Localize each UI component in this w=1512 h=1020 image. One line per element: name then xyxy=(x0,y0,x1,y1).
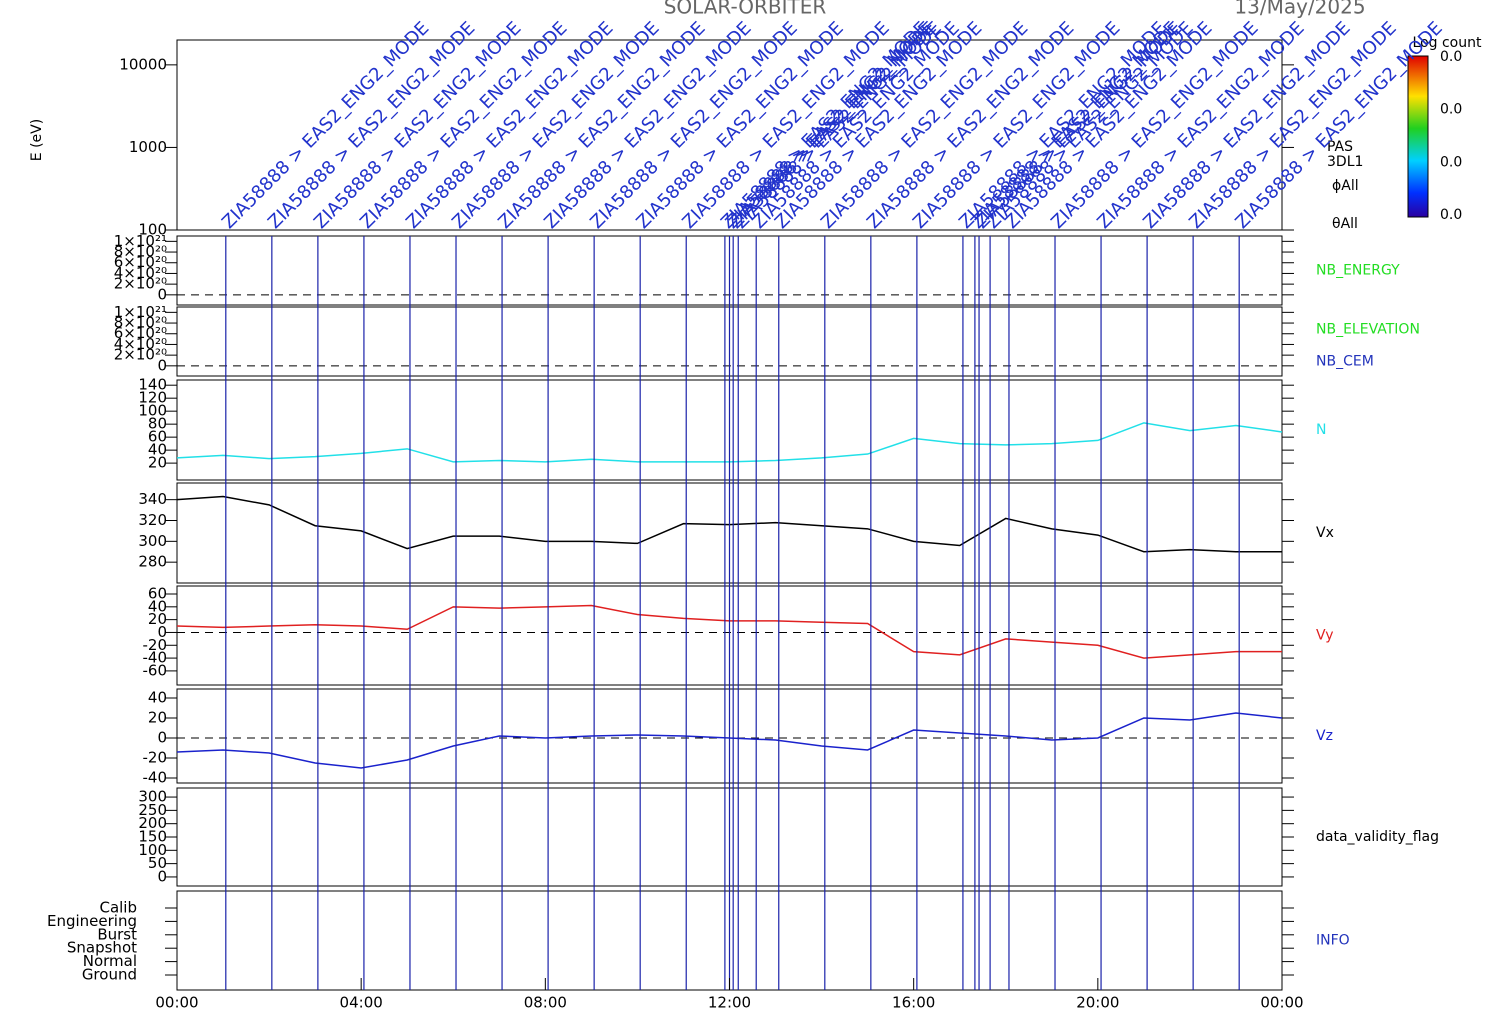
y-tick-label: 20 xyxy=(148,709,167,727)
x-tick-label: 00:00 xyxy=(155,994,198,1012)
y-tick-label: 320 xyxy=(138,511,167,529)
panel-frame xyxy=(176,39,1283,231)
y-tick-label: 20 xyxy=(148,610,167,628)
y-tick-label: 0 xyxy=(157,729,167,747)
y-tick-label: 340 xyxy=(138,490,167,508)
category-label: Normal xyxy=(83,952,137,970)
category-label: Calib xyxy=(99,899,137,917)
colorbar xyxy=(1407,55,1429,218)
series-label: data_validity_flag xyxy=(1316,829,1439,845)
category-label: Ground xyxy=(82,966,137,984)
colorbar-label: 0.0 xyxy=(1440,49,1462,65)
x-tick-label: 16:00 xyxy=(892,994,935,1012)
y-tick-label: 250 xyxy=(138,801,167,819)
y-tick-label: 10000 xyxy=(119,55,167,73)
series-label: INFO xyxy=(1316,933,1350,949)
y-tick-label: 0 xyxy=(157,867,167,885)
colorbar-label: 0.0 xyxy=(1440,102,1462,118)
y-tick-label: 100 xyxy=(138,402,167,420)
series-label: Vy xyxy=(1316,628,1334,644)
annotation: 3DL1 xyxy=(1327,154,1363,170)
y-tick-label: 6×10²⁰ xyxy=(114,324,167,342)
y-tick-label: 80 xyxy=(148,415,167,433)
y-tick-label: 60 xyxy=(148,585,167,603)
y-tick-label: 300 xyxy=(138,532,167,550)
y-tick-label: 280 xyxy=(138,553,167,571)
y-tick-label: 1×10²¹ xyxy=(114,232,167,250)
colorbar-label: 0.0 xyxy=(1440,207,1462,223)
colorbar-label: 0.0 xyxy=(1440,154,1462,170)
y-tick-label: 1×10²¹ xyxy=(114,303,167,321)
y-tick-label: 150 xyxy=(138,828,167,846)
y-tick-label: 60 xyxy=(148,428,167,446)
y-tick-label: 0 xyxy=(157,356,167,374)
x-tick-label: 08:00 xyxy=(524,994,567,1012)
x-tick-label: 00:00 xyxy=(1260,994,1303,1012)
y-tick-label: -20 xyxy=(143,636,168,654)
title: SOLAR-ORBITER xyxy=(664,0,827,19)
series-label: NB_ELEVATION xyxy=(1316,322,1420,338)
y-tick-label: 8×10²⁰ xyxy=(114,243,167,261)
series-label: Vx xyxy=(1316,525,1334,541)
y-tick-label: 40 xyxy=(148,441,167,459)
y-tick-label: 6×10²⁰ xyxy=(114,253,167,271)
annotation: θAll xyxy=(1332,216,1358,232)
y-tick-label: 100 xyxy=(138,221,167,239)
y-tick-label: 0 xyxy=(157,285,167,303)
category-label: Snapshot xyxy=(67,939,137,957)
series-label: Vz xyxy=(1316,728,1333,744)
y-tick-label: 300 xyxy=(138,788,167,806)
y-tick-label: 8×10²⁰ xyxy=(114,314,167,332)
series-label: N xyxy=(1316,422,1326,438)
x-tick-label: 20:00 xyxy=(1076,994,1119,1012)
y-tick-label: 1000 xyxy=(129,138,167,156)
y-tick-label: -40 xyxy=(143,649,168,667)
y-tick-label: 120 xyxy=(138,389,167,407)
y-tick-label: 20 xyxy=(148,454,167,472)
x-tick-label: 04:00 xyxy=(340,994,383,1012)
annotation: PAS xyxy=(1327,139,1353,155)
y-tick-label: 140 xyxy=(138,376,167,394)
y-tick-label: 100 xyxy=(138,841,167,859)
colorbar-title: Log count xyxy=(1413,35,1482,51)
x-tick-label: 12:00 xyxy=(708,994,751,1012)
y-tick-label: 4×10²⁰ xyxy=(114,335,167,353)
y-tick-label: 200 xyxy=(138,814,167,832)
annotation: ϕAll xyxy=(1332,178,1359,194)
y-tick-label: 40 xyxy=(148,689,167,707)
y-tick-label: 0 xyxy=(157,623,167,641)
y-tick-label: -20 xyxy=(143,749,168,767)
series-label: NB_CEM xyxy=(1316,354,1374,370)
category-label: Engineering xyxy=(47,912,137,930)
y-tick-label: 2×10²⁰ xyxy=(114,346,167,364)
y-tick-label: 40 xyxy=(148,597,167,615)
y-axis-label: E (eV) xyxy=(29,119,45,161)
y-tick-label: 2×10²⁰ xyxy=(114,275,167,293)
category-label: Burst xyxy=(97,925,137,943)
y-tick-label: 4×10²⁰ xyxy=(114,264,167,282)
y-tick-label: -40 xyxy=(143,769,168,787)
y-tick-label: -60 xyxy=(143,661,168,679)
series-label: NB_ENERGY xyxy=(1316,263,1400,279)
date: 13/May/2025 xyxy=(1234,0,1365,19)
y-tick-label: 50 xyxy=(148,854,167,872)
